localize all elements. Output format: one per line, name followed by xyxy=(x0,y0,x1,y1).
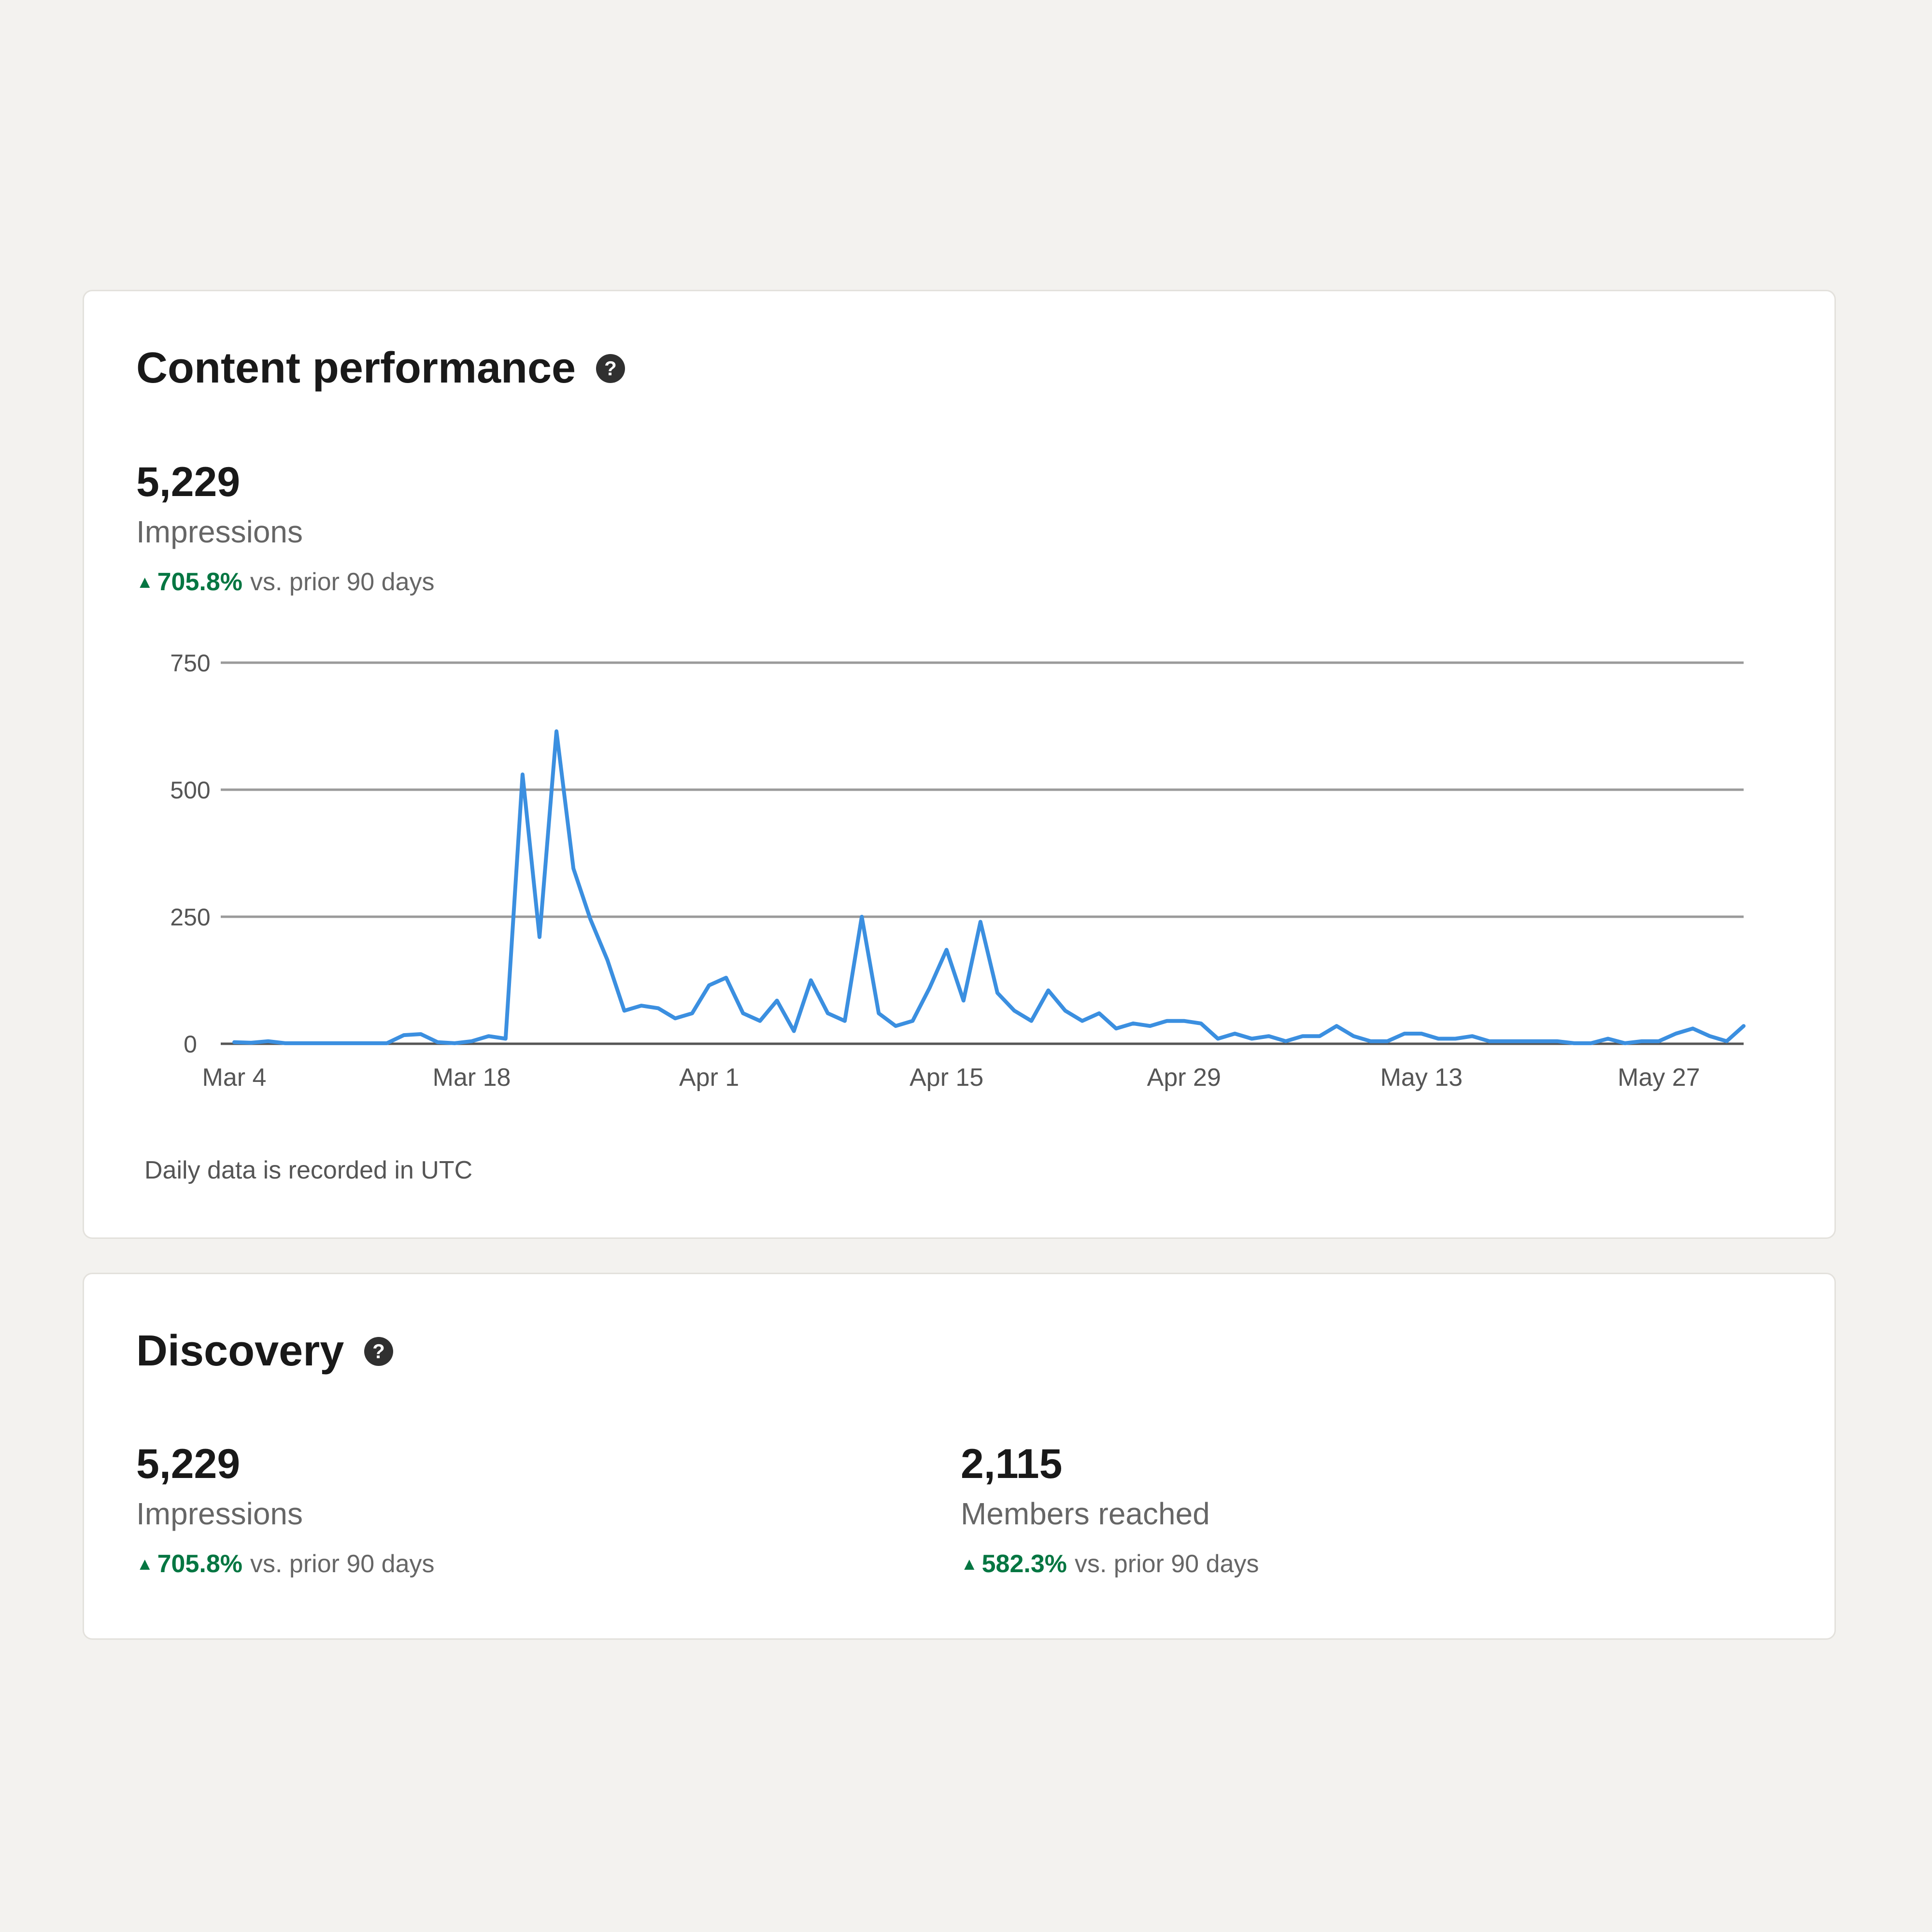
impressions-label: Impressions xyxy=(136,514,303,549)
discovery-header: Discovery ? xyxy=(136,1326,394,1376)
impressions-line-chart: 0 250 500 750 Mar 4 Mar 18 Apr 1 Apr 15 Apr 29 Ma… xyxy=(170,650,1746,1092)
trend-up-icon: ▲ xyxy=(961,1554,978,1574)
x-tick-label: May 27 xyxy=(1618,1064,1700,1092)
members-reached-change-text: vs. prior 90 days xyxy=(1075,1550,1259,1578)
impressions-change-text: vs. prior 90 days xyxy=(250,568,435,596)
impressions-change: ▲ 705.8% vs. prior 90 days xyxy=(136,569,435,595)
members-reached-metric: 2,115 Members reached ▲ 582.3% vs. prior… xyxy=(961,1443,1259,1577)
utc-footnote: Daily data is recorded in UTC xyxy=(144,1156,473,1184)
x-tick-label: Apr 15 xyxy=(909,1064,983,1092)
discovery-impressions-metric: 5,229 Impressions ▲ 705.8% vs. prior 90 … xyxy=(136,1443,435,1577)
content-performance-card: Content performance ? 5,229 Impressions … xyxy=(83,290,1836,1239)
y-tick-label: 0 xyxy=(184,1031,197,1058)
impressions-series-line xyxy=(232,729,1746,1045)
trend-up-icon: ▲ xyxy=(136,1554,154,1574)
content-performance-title: Content performance xyxy=(136,344,576,392)
question-circle-icon[interactable]: ? xyxy=(363,1336,394,1367)
y-tick-label: 750 xyxy=(170,650,210,677)
impressions-metric: 5,229 Impressions ▲ 705.8% vs. prior 90 … xyxy=(136,461,435,595)
content-performance-header: Content performance ? xyxy=(136,343,626,393)
svg-text:?: ? xyxy=(604,357,617,380)
y-tick-label: 250 xyxy=(170,904,210,931)
x-tick-label: Apr 29 xyxy=(1147,1064,1221,1092)
discovery-impressions-value: 5,229 xyxy=(136,1441,241,1487)
members-reached-change-percent: 582.3% xyxy=(981,1550,1067,1578)
x-tick-label: Mar 4 xyxy=(202,1064,267,1092)
question-circle-icon[interactable]: ? xyxy=(595,353,626,384)
x-tick-label: Apr 1 xyxy=(679,1064,739,1092)
x-tick-label: May 13 xyxy=(1380,1064,1463,1092)
members-reached-change: ▲ 582.3% vs. prior 90 days xyxy=(961,1551,1259,1577)
svg-text:?: ? xyxy=(372,1340,385,1363)
trend-up-icon: ▲ xyxy=(136,572,154,592)
discovery-impressions-change: ▲ 705.8% vs. prior 90 days xyxy=(136,1551,435,1577)
x-tick-label: Mar 18 xyxy=(433,1064,511,1092)
y-tick-label: 500 xyxy=(170,777,210,804)
discovery-impressions-change-text: vs. prior 90 days xyxy=(250,1550,435,1578)
discovery-card: Discovery ? 5,229 Impressions ▲ 705.8% v… xyxy=(83,1273,1836,1640)
impressions-change-percent: 705.8% xyxy=(157,568,243,596)
discovery-title: Discovery xyxy=(136,1327,344,1375)
discovery-impressions-label: Impressions xyxy=(136,1496,303,1531)
discovery-impressions-change-percent: 705.8% xyxy=(157,1550,243,1578)
members-reached-value: 2,115 xyxy=(961,1441,1063,1487)
impressions-value: 5,229 xyxy=(136,459,241,505)
members-reached-label: Members reached xyxy=(961,1496,1210,1531)
